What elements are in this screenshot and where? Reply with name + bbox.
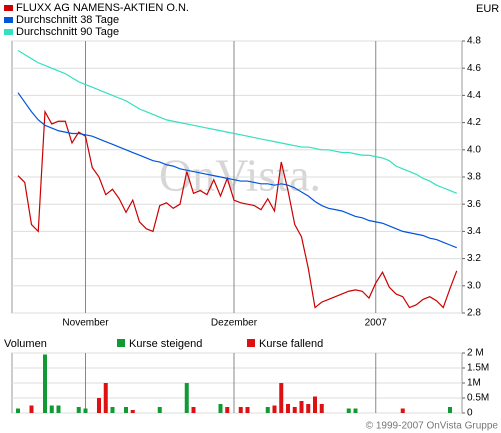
volume-bar xyxy=(130,410,135,413)
price-line xyxy=(17,109,458,309)
volume-title: Volumen xyxy=(4,338,47,350)
copyright: © 1999-2007 OnVista Gruppe xyxy=(366,421,499,432)
volume-bar xyxy=(286,404,290,413)
legend-label: Kurse fallend xyxy=(259,338,323,350)
legend-label: Durchschnitt 38 Tage xyxy=(16,14,119,26)
volume-bar xyxy=(29,405,34,413)
legend-swatch xyxy=(4,5,13,11)
volume-bar xyxy=(245,407,250,413)
y-tick-label: 4.2 xyxy=(467,117,481,128)
legend-swatch xyxy=(247,339,255,347)
y-tick-label: 2.8 xyxy=(467,308,481,319)
volume-bar xyxy=(400,408,405,413)
y-tick-label: 0 xyxy=(467,408,473,419)
y-tick-label: 3.8 xyxy=(467,172,481,183)
volume-bar xyxy=(292,407,297,413)
y-tick-label: 4.8 xyxy=(467,36,481,47)
volume-bar xyxy=(313,396,317,413)
legend-label: Kurse steigend xyxy=(129,338,202,350)
volume-bar xyxy=(319,404,324,413)
legend-label: FLUXX AG NAMENS-AKTIEN O.N. xyxy=(16,2,189,14)
y-tick-label: 3.6 xyxy=(467,199,481,210)
volume-bar xyxy=(83,408,88,413)
volume-bar xyxy=(76,407,81,413)
volume-bar xyxy=(56,405,61,413)
x-tick-label: Dezember xyxy=(211,318,258,329)
volume-bar xyxy=(110,407,115,413)
volume-bar xyxy=(279,383,284,413)
y-tick-label: 4.6 xyxy=(467,63,481,74)
volume-bar xyxy=(299,401,304,413)
volume-bar xyxy=(218,404,223,413)
volume-bar xyxy=(97,398,101,413)
volume-bar xyxy=(225,407,230,413)
y-tick-label: 1.5M xyxy=(467,363,489,374)
volume-bar xyxy=(16,408,20,413)
y-tick-label: 1M xyxy=(467,378,481,389)
volume-bar xyxy=(448,407,452,413)
volume-bar xyxy=(157,407,162,413)
volume-bar xyxy=(346,408,351,413)
volume-bar xyxy=(103,383,108,413)
y-tick-label: 4.4 xyxy=(467,90,481,101)
y-tick-label: 2 M xyxy=(467,348,484,359)
price-line xyxy=(17,50,457,194)
currency: EUR xyxy=(476,3,499,15)
volume-bar xyxy=(265,407,270,413)
volume-bar xyxy=(353,408,358,413)
volume-bar xyxy=(49,405,54,413)
price-line xyxy=(17,92,457,249)
volume-bar xyxy=(191,407,196,413)
x-tick-label: November xyxy=(62,318,109,329)
x-tick-label: 2007 xyxy=(365,318,388,329)
y-tick-label: 3.2 xyxy=(467,253,481,264)
volume-bar xyxy=(306,404,311,413)
y-tick-label: 4.0 xyxy=(467,144,481,155)
legend-swatch xyxy=(4,17,13,23)
volume-bar xyxy=(184,383,189,413)
volume-bar xyxy=(124,407,128,413)
volume-bar xyxy=(238,407,243,413)
volume-bar xyxy=(272,405,277,413)
legend-swatch xyxy=(117,339,125,347)
volume-bar xyxy=(43,354,47,413)
watermark: OnVista. xyxy=(159,150,321,201)
legend-label: Durchschnitt 90 Tage xyxy=(16,26,119,38)
legend-swatch xyxy=(4,29,13,35)
y-tick-label: 3.0 xyxy=(467,280,481,291)
y-tick-label: 3.4 xyxy=(467,226,481,237)
y-tick-label: 0.5M xyxy=(467,393,489,404)
